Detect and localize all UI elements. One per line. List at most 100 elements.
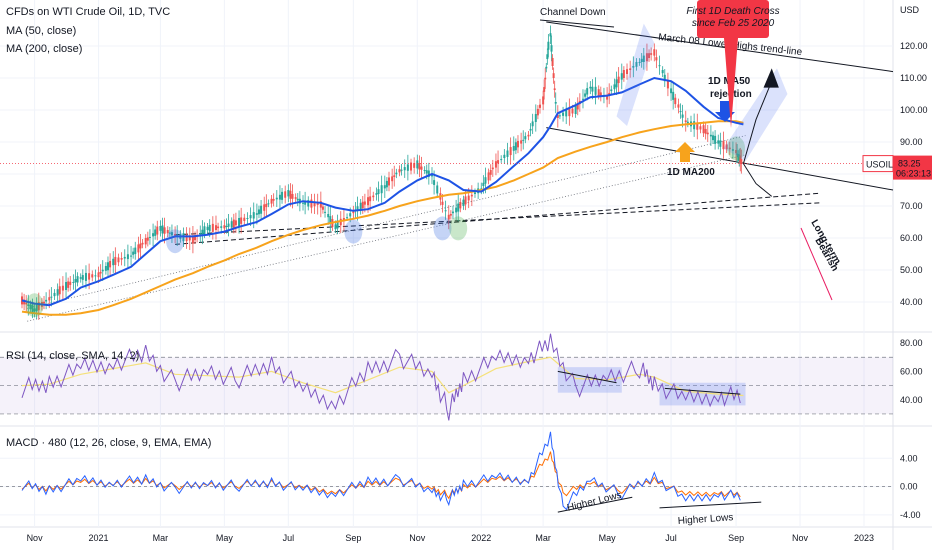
price-bar-body [117, 257, 120, 263]
price-bar-body [72, 282, 75, 283]
price-bar-body [201, 229, 204, 235]
price-bar-body [289, 190, 292, 199]
rsi-trend-line [664, 387, 741, 395]
price-bar-body [214, 225, 217, 230]
price-bar-body [208, 224, 211, 232]
price-bar-body [211, 223, 214, 232]
price-bar-body [451, 211, 454, 214]
price-bar-body [494, 161, 497, 168]
price-bar-body [514, 142, 517, 151]
price-bar-body [423, 170, 426, 171]
price-bar-body [663, 74, 666, 82]
highlight-ellipse [344, 219, 363, 244]
rsi-line [21, 333, 741, 421]
price-bar-body [395, 172, 398, 175]
price-bar-body [712, 135, 715, 141]
price-bar-body [230, 221, 233, 228]
price-bar-body [69, 281, 72, 285]
price-bar-body [356, 206, 359, 212]
price-bar-body [94, 275, 97, 277]
macd-line [21, 431, 741, 511]
price-bar-body [717, 140, 720, 144]
price-bar-body [544, 77, 547, 80]
x-tick-label: Nov [409, 533, 426, 543]
price-bar-body [714, 135, 717, 144]
price-bar-body [159, 226, 162, 231]
price-bar-body [65, 282, 68, 290]
price-bar-body [509, 147, 512, 156]
x-tick-label: Sep [345, 533, 361, 543]
price-bar-body [677, 104, 680, 108]
price-bar-body [316, 203, 319, 205]
price-bar-body [144, 238, 147, 245]
price-bar-body [58, 286, 61, 295]
bearish-arrow [800, 227, 833, 301]
x-tick-label: 2022 [471, 533, 491, 543]
price-bar-body [693, 121, 696, 130]
legend-ma200: MA (200, close) [6, 43, 83, 55]
ma200-support-arrow [675, 142, 695, 162]
price-bar-body [238, 218, 241, 226]
price-bar-body [719, 140, 722, 147]
price-bar-body [48, 297, 51, 301]
price-bar-body [263, 204, 266, 211]
macd-higher-lows-line [659, 501, 762, 509]
price-bar-body [240, 217, 243, 224]
price-bar-body [497, 160, 500, 164]
price-bar-body [731, 149, 734, 151]
price-bar-body [146, 237, 149, 241]
price-bar-body [576, 103, 579, 110]
price-bar-body [27, 304, 30, 306]
price-bar-body [252, 212, 255, 219]
price-bar-body [622, 70, 625, 78]
price-bar-body [672, 91, 675, 100]
price-bar-body [586, 88, 589, 95]
price-bar-body [553, 88, 556, 90]
price-bar-body [638, 62, 641, 63]
price-bar-body [736, 153, 739, 155]
price-bar-body [681, 114, 684, 118]
price-bar-body [361, 201, 364, 209]
price-bar-body [267, 203, 270, 205]
rsi-tick-label: 80.00 [900, 338, 923, 348]
channel-down-label: Channel Down [540, 7, 606, 18]
price-tick-label: 100.00 [900, 105, 928, 115]
price-bar-body [61, 285, 64, 291]
x-tick-label: Jul [283, 533, 295, 543]
price-bar-body [506, 150, 509, 157]
legend-rsi: RSI (14, close, SMA, 14, 2) [6, 350, 140, 362]
price-bar-body [31, 304, 34, 313]
price-bar-body [550, 45, 553, 52]
price-bar-body [234, 220, 237, 226]
price-bar-body [310, 199, 313, 208]
price-bar-body [491, 167, 494, 170]
price-bar-body [380, 185, 383, 194]
price-bar-body [418, 163, 421, 170]
price-bar-body [626, 69, 629, 74]
price-bar-body [642, 55, 645, 62]
price-bar-body [139, 243, 142, 249]
price-bar-body [232, 219, 235, 228]
price-bar-body [377, 189, 380, 194]
price-bar-body [661, 70, 664, 74]
price-bar-body [457, 203, 460, 212]
price-bar-body [194, 235, 197, 241]
price-bar-body [436, 185, 439, 194]
x-tick-label: Mar [153, 533, 169, 543]
ma200-label: 1D MA200 [667, 167, 715, 178]
price-bar-body [352, 211, 355, 214]
price-bar-body [480, 188, 483, 190]
price-bar-body [629, 68, 632, 70]
price-tick-label: 120.00 [900, 41, 928, 51]
price-bar-body [168, 232, 171, 234]
price-bar-body [185, 234, 188, 242]
currency-label: USD [900, 5, 920, 15]
projection-arrow-head [763, 68, 779, 88]
price-bar-body [270, 198, 273, 204]
price-bar-body [56, 289, 59, 296]
legend-macd: MACD · 480 (12, 26, close, 9, EMA, EMA) [6, 437, 212, 449]
price-bar-body [166, 230, 169, 234]
price-bar-body [112, 258, 115, 266]
price-bar-body [163, 227, 166, 234]
price-bar-body [645, 53, 648, 62]
